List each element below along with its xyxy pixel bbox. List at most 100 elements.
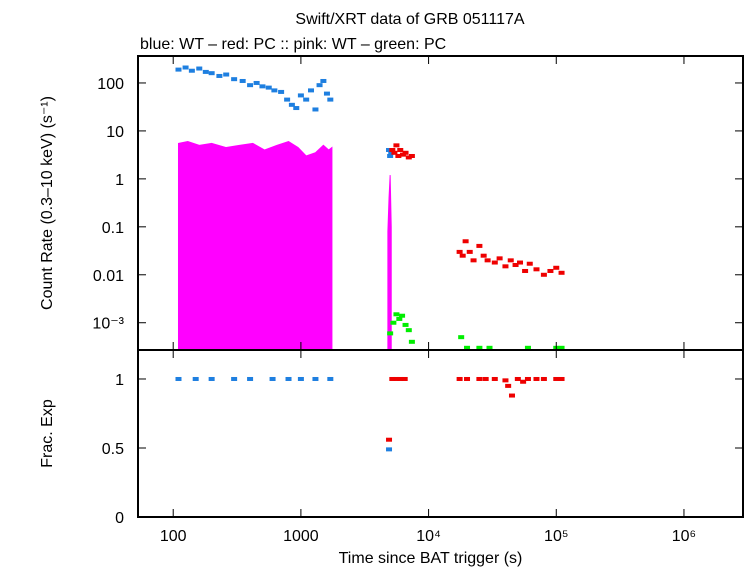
point <box>323 91 330 96</box>
point <box>456 376 463 381</box>
point <box>514 376 521 381</box>
point <box>293 106 300 111</box>
point <box>297 93 304 98</box>
point <box>553 376 560 381</box>
y-axis-label: Count Rate (0.3–10 keV) (s⁻¹) <box>39 96 56 310</box>
point <box>507 258 514 263</box>
y-tick-label: 10⁻³ <box>92 316 124 333</box>
point <box>540 376 547 381</box>
point <box>547 268 554 273</box>
point <box>395 153 402 158</box>
point <box>496 256 503 261</box>
point <box>401 376 408 381</box>
point <box>405 328 412 333</box>
point <box>462 239 469 244</box>
point <box>196 66 203 71</box>
point <box>271 88 278 93</box>
point <box>284 97 291 102</box>
point <box>533 376 540 381</box>
point <box>558 376 565 381</box>
point <box>486 345 493 350</box>
point <box>247 376 254 381</box>
point <box>456 249 463 254</box>
point <box>247 83 254 88</box>
point <box>303 97 310 102</box>
point <box>466 249 473 254</box>
point <box>285 376 292 381</box>
point <box>278 89 285 94</box>
point <box>327 97 334 102</box>
point <box>553 265 560 270</box>
point <box>520 379 527 384</box>
plot-frame <box>137 349 744 518</box>
point <box>312 107 319 112</box>
point <box>505 383 512 388</box>
point <box>390 320 397 325</box>
point <box>397 148 404 153</box>
point <box>508 393 515 398</box>
point <box>386 447 393 452</box>
point <box>396 316 403 321</box>
point <box>397 376 404 381</box>
point <box>408 153 415 158</box>
point <box>399 313 406 318</box>
y-tick-label: 0.1 <box>102 220 124 237</box>
point <box>464 345 471 350</box>
point <box>182 65 189 70</box>
point <box>526 261 533 266</box>
chart-title: Swift/XRT data of GRB 051117A <box>295 11 524 28</box>
y-tick-label: 0 <box>115 510 124 527</box>
point <box>540 272 547 277</box>
point <box>393 143 400 148</box>
point <box>239 78 246 83</box>
point <box>389 148 396 153</box>
y-axis-label: Frac. Exp <box>39 399 56 468</box>
point <box>393 312 400 317</box>
y-tick-label: 10 <box>106 124 124 141</box>
point <box>502 264 509 269</box>
point <box>259 84 266 89</box>
point <box>386 148 393 153</box>
point <box>312 376 319 381</box>
point <box>231 376 238 381</box>
point <box>253 80 260 85</box>
point <box>480 253 487 258</box>
point <box>476 243 483 248</box>
point <box>265 85 272 90</box>
point <box>216 73 223 78</box>
point <box>393 376 400 381</box>
x-axis-label: Time since BAT trigger (s) <box>339 550 523 567</box>
point <box>558 345 565 350</box>
point <box>482 376 489 381</box>
point <box>402 150 409 155</box>
y-tick-label: 0.01 <box>93 268 124 285</box>
point <box>522 268 529 273</box>
point <box>502 378 509 383</box>
point <box>470 258 477 263</box>
point <box>320 78 327 83</box>
y-tick-label: 1 <box>115 372 124 389</box>
point <box>476 376 483 381</box>
y-tick-label: 1 <box>115 172 124 189</box>
point <box>389 376 396 381</box>
x-tick-label: 10⁵ <box>544 528 568 545</box>
point <box>512 262 519 267</box>
point <box>458 335 465 340</box>
point <box>175 376 182 381</box>
point <box>327 376 334 381</box>
x-tick-label: 100 <box>160 528 187 545</box>
point <box>231 77 238 82</box>
point <box>558 270 565 275</box>
point <box>524 376 531 381</box>
point <box>524 345 531 350</box>
point <box>297 376 304 381</box>
y-tick-label: 100 <box>97 76 124 93</box>
point <box>391 150 398 155</box>
x-tick-label: 10⁶ <box>672 528 696 545</box>
point <box>386 437 393 442</box>
point <box>484 258 491 263</box>
point <box>491 260 498 265</box>
point <box>316 83 323 88</box>
x-tick-label: 1000 <box>283 528 319 545</box>
